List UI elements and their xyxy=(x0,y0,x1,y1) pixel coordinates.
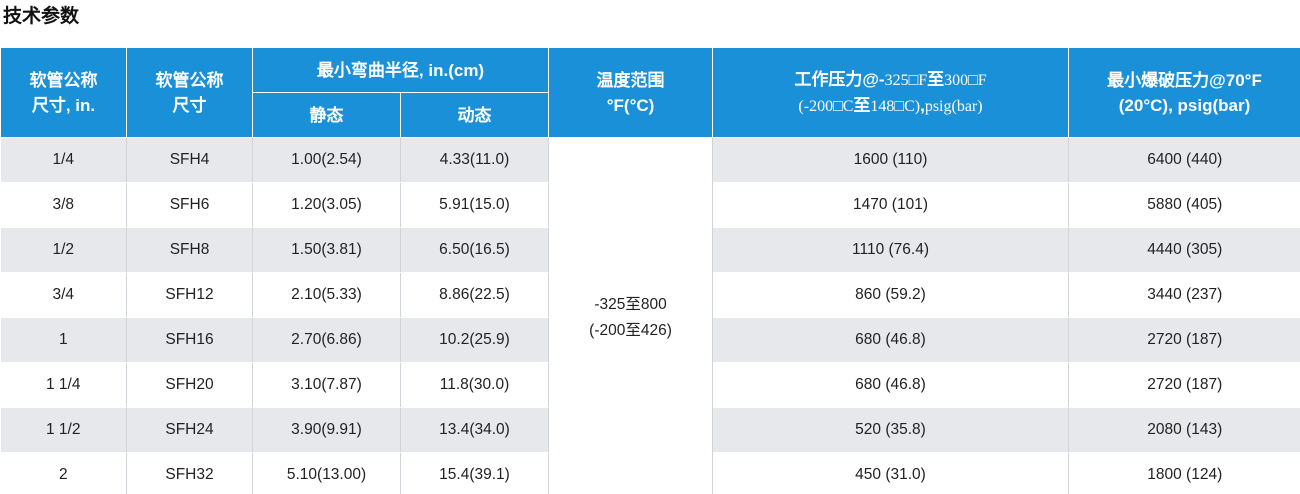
cell-size: SFH16 xyxy=(126,317,253,363)
cell-size-in: 1/2 xyxy=(0,227,127,273)
cell-static: 1.20(3.05) xyxy=(252,182,401,228)
cell-burst-pressure: 6400 (440) xyxy=(1068,137,1300,183)
cell-burst-pressure: 2720 (187) xyxy=(1068,362,1300,408)
cell-dynamic: 11.8(30.0) xyxy=(400,362,550,408)
table-row: 2 SFH32 5.10(13.00) 15.4(39.1) 450 (31.0… xyxy=(0,452,1300,494)
cell-temp-range: -325至800 (-200至426) xyxy=(548,137,714,494)
cell-size: SFH8 xyxy=(126,227,253,273)
header-static: 静态 xyxy=(252,92,401,138)
spec-table: 软管公称 尺寸, in. 软管公称 尺寸 最小弯曲半径, in.(cm) 温度范… xyxy=(0,47,1300,494)
cell-size-in: 2 xyxy=(0,452,127,494)
table-row: 1 1/2 SFH24 3.90(9.91) 13.4(34.0) 520 (3… xyxy=(0,407,1300,453)
cell-burst-pressure: 3440 (237) xyxy=(1068,272,1300,318)
cell-static: 1.50(3.81) xyxy=(252,227,401,273)
cell-burst-pressure: 2080 (143) xyxy=(1068,407,1300,453)
cell-work-pressure: 1470 (101) xyxy=(712,182,1070,228)
cell-size: SFH20 xyxy=(126,362,253,408)
cell-work-pressure: 680 (46.8) xyxy=(712,317,1070,363)
header-burst-pressure: 最小爆破压力@70°F (20°C), psig(bar) xyxy=(1068,47,1300,138)
header-temp-range: 温度范围 °F(°C) xyxy=(548,47,714,138)
header-work-pressure: 工作压力@-325□F至300□F (-200□C至148□C),psig(ba… xyxy=(712,47,1070,138)
cell-dynamic: 4.33(11.0) xyxy=(400,137,550,183)
table-row: 3/8 SFH6 1.20(3.05) 5.91(15.0) 1470 (101… xyxy=(0,182,1300,228)
cell-size-in: 1 xyxy=(0,317,127,363)
cell-size: SFH12 xyxy=(126,272,253,318)
cell-static: 5.10(13.00) xyxy=(252,452,401,494)
cell-work-pressure: 520 (35.8) xyxy=(712,407,1070,453)
cell-size-in: 1 1/4 xyxy=(0,362,127,408)
table-row: 1 1/4 SFH20 3.10(7.87) 11.8(30.0) 680 (4… xyxy=(0,362,1300,408)
cell-burst-pressure: 4440 (305) xyxy=(1068,227,1300,273)
cell-size-in: 1 1/2 xyxy=(0,407,127,453)
cell-size-in: 1/4 xyxy=(0,137,127,183)
cell-dynamic: 13.4(34.0) xyxy=(400,407,550,453)
cell-static: 2.70(6.86) xyxy=(252,317,401,363)
cell-work-pressure: 1600 (110) xyxy=(712,137,1070,183)
header-size-in: 软管公称 尺寸, in. xyxy=(0,47,127,138)
cell-work-pressure: 680 (46.8) xyxy=(712,362,1070,408)
cell-dynamic: 5.91(15.0) xyxy=(400,182,550,228)
cell-dynamic: 6.50(16.5) xyxy=(400,227,550,273)
cell-size: SFH24 xyxy=(126,407,253,453)
cell-dynamic: 8.86(22.5) xyxy=(400,272,550,318)
cell-static: 3.90(9.91) xyxy=(252,407,401,453)
cell-burst-pressure: 2720 (187) xyxy=(1068,317,1300,363)
cell-size-in: 3/4 xyxy=(0,272,127,318)
cell-static: 1.00(2.54) xyxy=(252,137,401,183)
table-row: 3/4 SFH12 2.10(5.33) 8.86(22.5) 860 (59.… xyxy=(0,272,1300,318)
cell-static: 3.10(7.87) xyxy=(252,362,401,408)
cell-static: 2.10(5.33) xyxy=(252,272,401,318)
table-row: 1/2 SFH8 1.50(3.81) 6.50(16.5) 1110 (76.… xyxy=(0,227,1300,273)
cell-size: SFH32 xyxy=(126,452,253,494)
cell-work-pressure: 1110 (76.4) xyxy=(712,227,1070,273)
cell-burst-pressure: 1800 (124) xyxy=(1068,452,1300,494)
table-row: 1/4 SFH4 1.00(2.54) 4.33(11.0) -325至800 … xyxy=(0,137,1300,494)
header-size: 软管公称 尺寸 xyxy=(126,47,253,138)
header-bend-radius: 最小弯曲半径, in.(cm) xyxy=(251,47,550,93)
cell-work-pressure: 450 (31.0) xyxy=(712,452,1070,494)
cell-size: SFH6 xyxy=(126,182,253,228)
cell-dynamic: 15.4(39.1) xyxy=(400,452,550,494)
cell-burst-pressure: 5880 (405) xyxy=(1068,182,1300,228)
cell-dynamic: 10.2(25.9) xyxy=(400,317,550,363)
header-dynamic: 动态 xyxy=(399,92,550,138)
cell-size: SFH4 xyxy=(126,137,253,183)
table-row: 1 SFH16 2.70(6.86) 10.2(25.9) 680 (46.8)… xyxy=(0,317,1300,363)
cell-size-in: 3/8 xyxy=(0,182,127,228)
cell-work-pressure: 860 (59.2) xyxy=(712,272,1070,318)
page-title: 技术参数 xyxy=(3,6,80,27)
